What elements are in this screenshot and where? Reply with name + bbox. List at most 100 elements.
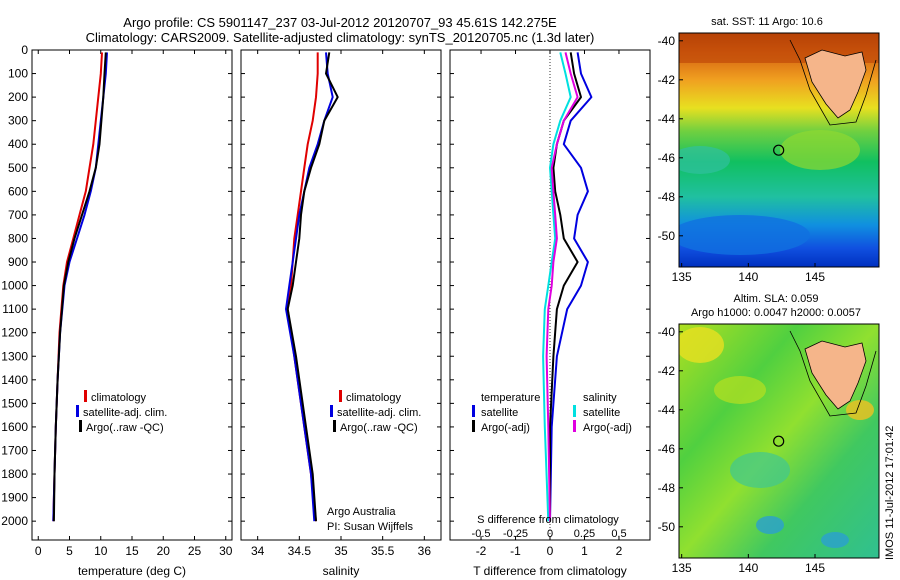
- y-tick-label: 800: [8, 231, 28, 245]
- sst-shelf-contour: [789, 39, 877, 126]
- credit-line-1: Argo Australia: [327, 506, 396, 518]
- map-y-tick-label: -50: [658, 229, 676, 243]
- legend-temp-satellite: satellite: [481, 407, 518, 419]
- map-x-tick-label: 135: [672, 561, 692, 575]
- salinity-legend: climatology satellite-adj. clim. Argo(..…: [330, 390, 421, 434]
- tasmania-land: [804, 49, 867, 119]
- map-y-tick-label: -42: [658, 73, 676, 87]
- x-tick-label: 10: [94, 544, 108, 558]
- y-tick-label: 1600: [1, 420, 28, 434]
- legend-temperature-heading: temperature: [481, 392, 540, 404]
- difference-xlabel: T difference from climatology: [473, 564, 627, 578]
- x-tick-label: 5: [66, 544, 73, 558]
- sla-map-frame: [678, 323, 880, 559]
- sla-patch: [756, 516, 784, 534]
- x-tick-label: 20: [157, 544, 171, 558]
- y-tick-label: 1200: [1, 326, 28, 340]
- legend-sal-argo: Argo(-adj): [583, 422, 632, 434]
- sla-patch: [821, 532, 849, 548]
- legend-satellite-adj: satellite-adj. clim.: [337, 407, 421, 419]
- x-tick-label: 36: [418, 544, 432, 558]
- sst-map-frame: [678, 32, 880, 268]
- legend-argo: Argo(..raw -QC): [340, 422, 418, 434]
- x-tick-label: 35: [334, 544, 348, 558]
- top-tick-label: 0.5: [611, 528, 626, 540]
- sla-patch: [730, 452, 790, 488]
- map-y-tick-label: -50: [658, 520, 676, 534]
- sla-map: Altim. SLA: 0.059 Argo h1000: 0.0047 h20…: [658, 293, 880, 575]
- salinity-plot: 34 34.5 35 35.5 36: [241, 49, 441, 558]
- argo-float-marker: [773, 144, 785, 156]
- x-tick-label: 0: [547, 544, 554, 558]
- y-tick-label: 1100: [2, 302, 28, 316]
- x-tick-label: 2: [616, 544, 623, 558]
- sst-map-title: sat. SST: 11 Argo: 10.6: [711, 16, 823, 28]
- header-line-2: Climatology: CARS2009. Satellite-adjuste…: [86, 30, 595, 45]
- x-tick-label: 25: [188, 544, 202, 558]
- y-tick-label: 1400: [1, 373, 28, 387]
- legend-satellite-adj: satellite-adj. clim.: [83, 407, 167, 419]
- map-y-tick-label: -42: [658, 364, 676, 378]
- difference-legend: temperature salinity satellite Argo(-adj…: [472, 392, 632, 434]
- y-tick-label: 100: [8, 67, 28, 81]
- map-y-tick-label: -46: [658, 151, 676, 165]
- map-y-tick-label: -40: [658, 325, 676, 339]
- y-tick-label: 600: [8, 184, 28, 198]
- top-tick-label: -0.25: [503, 528, 528, 540]
- temperature-plot: 0 5 10 15 20 25 300100200300400500600700800900…: [1, 43, 232, 558]
- series-line-argo-raw-qc: [286, 52, 339, 522]
- y-tick-label: 200: [8, 90, 28, 104]
- map-x-tick-label: 140: [738, 270, 758, 284]
- x-tick-label: -2: [476, 544, 487, 558]
- series-line-temperature-satellite: [549, 52, 593, 522]
- tasmania-land: [804, 340, 867, 410]
- sla-patch: [679, 327, 724, 363]
- sst-map: sat. SST: 11 Argo: 10.6 135 140 145 -40 -42 -…: [658, 16, 880, 284]
- y-tick-label: 1900: [1, 491, 28, 505]
- y-tick-label: 700: [8, 208, 28, 222]
- sla-shelf-contour: [789, 330, 877, 417]
- legend-swatch-satellite: [330, 405, 333, 417]
- map-x-tick-label: 145: [805, 561, 825, 575]
- map-x-tick-label: 135: [672, 270, 692, 284]
- x-tick-label: 1: [581, 544, 588, 558]
- series-line-satellite-adj-clim: [285, 52, 334, 522]
- map-y-tick-label: -40: [658, 34, 676, 48]
- map-y-tick-label: -48: [658, 481, 676, 495]
- timestamp-stamp: IMOS 11-Jul-2012 17:01:42: [884, 426, 896, 560]
- x-tick-label: -1: [510, 544, 521, 558]
- legend-salinity-heading: salinity: [583, 392, 617, 404]
- legend-swatch-sal-satellite: [573, 405, 576, 417]
- legend-swatch-argo: [333, 420, 336, 432]
- temperature-panel-frame: [31, 49, 233, 541]
- legend-swatch-sal-argo: [573, 420, 576, 432]
- x-tick-label: 34: [251, 544, 265, 558]
- series-line-argo-raw-qc: [52, 52, 107, 522]
- x-tick-label: 35.5: [371, 544, 395, 558]
- y-tick-label: 1000: [1, 279, 28, 293]
- sla-map-title-1: Altim. SLA: 0.059: [734, 293, 819, 305]
- x-tick-label: 15: [125, 544, 139, 558]
- y-tick-label: 1500: [1, 396, 28, 410]
- x-tick-label: 30: [219, 544, 233, 558]
- legend-swatch-climatology: [339, 390, 342, 402]
- y-tick-label: 2000: [1, 514, 28, 528]
- header-line-1: Argo profile: CS 5901147_237 03-Jul-2012…: [123, 15, 557, 30]
- y-tick-label: 400: [8, 137, 28, 151]
- x-tick-label: 34.5: [288, 544, 312, 558]
- legend-swatch-argo: [79, 420, 82, 432]
- sla-patch: [846, 400, 874, 420]
- legend-argo: Argo(..raw -QC): [86, 422, 164, 434]
- legend-swatch-climatology: [84, 390, 87, 402]
- y-tick-label: 500: [8, 161, 28, 175]
- legend-swatch-temp-satellite: [472, 405, 475, 417]
- temperature-legend: climatology satellite-adj. clim. Argo(..…: [76, 390, 167, 434]
- top-tick-label: 0.25: [574, 528, 595, 540]
- map-y-tick-label: -46: [658, 442, 676, 456]
- argo-float-marker: [773, 435, 785, 447]
- y-tick-label: 1700: [1, 443, 28, 457]
- series-line-salinity-argo-adj: [545, 52, 579, 522]
- legend-swatch-satellite: [76, 405, 79, 417]
- salinity-panel-frame: [240, 49, 442, 541]
